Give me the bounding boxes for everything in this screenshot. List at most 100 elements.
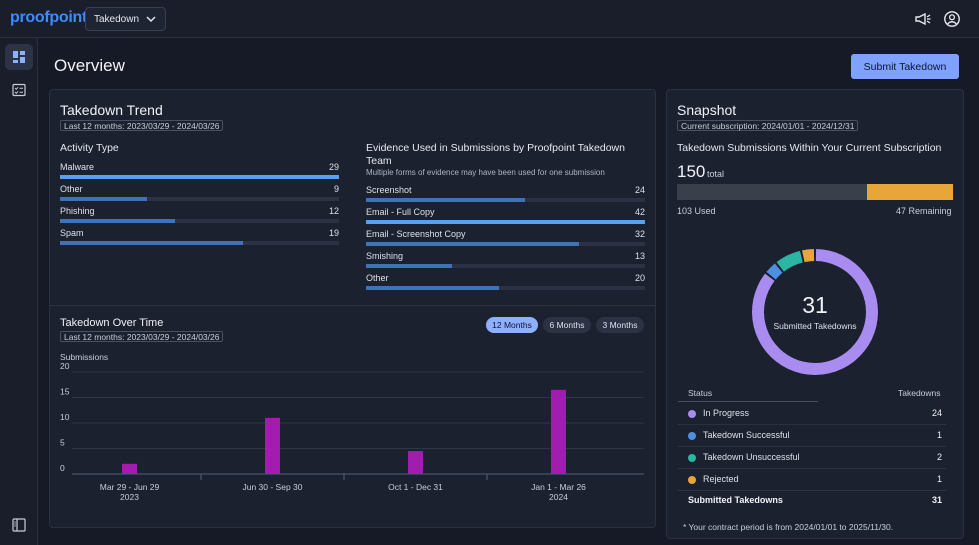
status-color-dot bbox=[688, 432, 696, 440]
takedown-over-time-title: Takedown Over Time bbox=[60, 317, 164, 329]
subscription-total-unit: total bbox=[707, 169, 725, 179]
donut-slice-takedown-successful[interactable] bbox=[766, 263, 783, 280]
activity-label: Malware bbox=[60, 162, 95, 172]
tab-12-months[interactable]: 12 Months bbox=[486, 317, 538, 333]
sidebar-toggle[interactable] bbox=[5, 512, 33, 538]
remaining-label: 47 Remaining bbox=[896, 206, 952, 216]
evidence-fill bbox=[366, 264, 453, 268]
evidence-value: 20 bbox=[634, 273, 645, 283]
contract-footnote: * Your contract period is from 2024/01/0… bbox=[683, 522, 894, 532]
activity-value: 12 bbox=[328, 206, 339, 216]
bar[interactable] bbox=[122, 463, 137, 474]
sidebar-item-dashboard[interactable] bbox=[5, 44, 33, 70]
activity-label: Spam bbox=[60, 228, 84, 238]
evidence-value: 32 bbox=[634, 229, 645, 239]
chevron-down-icon bbox=[146, 16, 156, 23]
subscription-total: 150 bbox=[677, 162, 706, 181]
activity-fill bbox=[60, 241, 243, 245]
status-name: Takedown Unsuccessful bbox=[703, 452, 800, 462]
bar[interactable] bbox=[408, 451, 423, 474]
status-total-label: Submitted Takedowns bbox=[688, 495, 783, 505]
card-divider bbox=[50, 305, 655, 306]
activity-fill bbox=[60, 175, 339, 179]
evidence-label: Email - Screenshot Copy bbox=[366, 229, 466, 239]
evidence-label: Email - Full Copy bbox=[366, 207, 435, 217]
evidence-fill bbox=[366, 286, 499, 290]
app-selector-label: Takedown bbox=[94, 13, 140, 25]
dashboard-icon bbox=[13, 51, 25, 63]
panel-toggle-icon bbox=[12, 518, 26, 532]
proofpoint-logo[interactable]: proofpoint. bbox=[10, 9, 91, 26]
submit-takedown-button[interactable]: Submit Takedown bbox=[851, 54, 959, 79]
evidence-label: Evidence Used in Submissions by Proofpoi… bbox=[366, 142, 625, 167]
snapshot-title: Snapshot bbox=[677, 102, 737, 118]
activity-value: 29 bbox=[328, 162, 339, 172]
tab-3-months[interactable]: 3 Months bbox=[596, 317, 644, 333]
subscription-label: Takedown Submissions Within Your Current… bbox=[677, 142, 942, 154]
y-tick-label: 0 bbox=[60, 463, 65, 473]
status-total-row: Submitted Takedowns 31 bbox=[678, 490, 946, 512]
status-count: 24 bbox=[931, 408, 942, 418]
activity-label: Phishing bbox=[60, 206, 95, 216]
evidence-value: 13 bbox=[634, 251, 645, 261]
evidence-track bbox=[366, 242, 645, 246]
x-tick-label: Jan 1 - Mar 26 bbox=[531, 482, 586, 492]
megaphone-icon[interactable] bbox=[914, 10, 932, 28]
takedowns-column-header: Takedowns bbox=[898, 388, 941, 398]
bar[interactable] bbox=[265, 417, 280, 474]
evidence-fill bbox=[366, 198, 526, 202]
x-tick-label: Mar 29 - Jun 29 bbox=[100, 482, 160, 492]
bar[interactable] bbox=[551, 389, 566, 474]
evidence-label: Smishing bbox=[366, 251, 404, 261]
top-bar: proofpoint. Takedown bbox=[0, 0, 979, 38]
subscription-range-badge: Current subscription: 2024/01/01 - 2024/… bbox=[677, 120, 859, 131]
status-count: 1 bbox=[936, 430, 942, 440]
evidence-value: 24 bbox=[634, 185, 645, 195]
x-tick-year: 2023 bbox=[120, 492, 139, 502]
donut-slice-takedown-unsuccessful[interactable] bbox=[776, 250, 803, 272]
evidence-sublabel: Multiple forms of evidence may have been… bbox=[366, 168, 605, 177]
x-tick-year: 2024 bbox=[549, 492, 568, 502]
activity-row: Malware 29 bbox=[60, 162, 339, 184]
activity-type-label: Activity Type bbox=[60, 142, 119, 154]
status-name: In Progress bbox=[703, 408, 750, 418]
activity-row: Other 9 bbox=[60, 184, 339, 206]
activity-row: Spam 19 bbox=[60, 228, 339, 250]
sidebar bbox=[0, 38, 38, 545]
evidence-track bbox=[366, 220, 645, 224]
activity-label: Other bbox=[60, 184, 83, 194]
x-tick-label: Jun 30 - Sep 30 bbox=[242, 482, 302, 492]
tab-6-months[interactable]: 6 Months bbox=[543, 317, 591, 333]
status-row: Rejected 1 bbox=[678, 469, 946, 491]
status-count: 2 bbox=[936, 452, 942, 462]
status-name: Rejected bbox=[703, 474, 739, 484]
status-color-dot bbox=[688, 454, 696, 462]
donut-total: 31 bbox=[802, 291, 828, 318]
y-axis-title: Submissions bbox=[60, 352, 108, 362]
takedown-trend-title: Takedown Trend bbox=[60, 102, 163, 118]
status-row: Takedown Unsuccessful 2 bbox=[678, 447, 946, 469]
y-tick-label: 5 bbox=[60, 438, 65, 448]
donut-slice-rejected[interactable] bbox=[802, 249, 815, 263]
usage-remaining-segment bbox=[866, 184, 953, 200]
y-tick-label: 20 bbox=[60, 361, 70, 371]
sidebar-item-checklist[interactable] bbox=[5, 77, 33, 103]
status-name: Takedown Successful bbox=[703, 430, 790, 440]
status-total-count: 31 bbox=[931, 495, 942, 505]
evidence-row: Screenshot 24 bbox=[366, 185, 645, 207]
evidence-fill bbox=[366, 242, 579, 246]
activity-track bbox=[60, 175, 339, 179]
page-title: Overview bbox=[54, 56, 125, 75]
evidence-fill bbox=[366, 220, 645, 224]
status-column-header: Status bbox=[688, 388, 713, 398]
activity-fill bbox=[60, 197, 147, 201]
status-row: Takedown Successful 1 bbox=[678, 425, 946, 447]
evidence-row: Other 20 bbox=[366, 273, 645, 295]
table-header-underline bbox=[678, 401, 818, 402]
usage-bar bbox=[677, 184, 953, 200]
app-selector[interactable]: Takedown bbox=[85, 7, 166, 31]
evidence-label: Other bbox=[366, 273, 389, 283]
user-account-icon[interactable] bbox=[943, 10, 961, 28]
activity-fill bbox=[60, 219, 176, 223]
y-tick-label: 15 bbox=[60, 387, 70, 397]
